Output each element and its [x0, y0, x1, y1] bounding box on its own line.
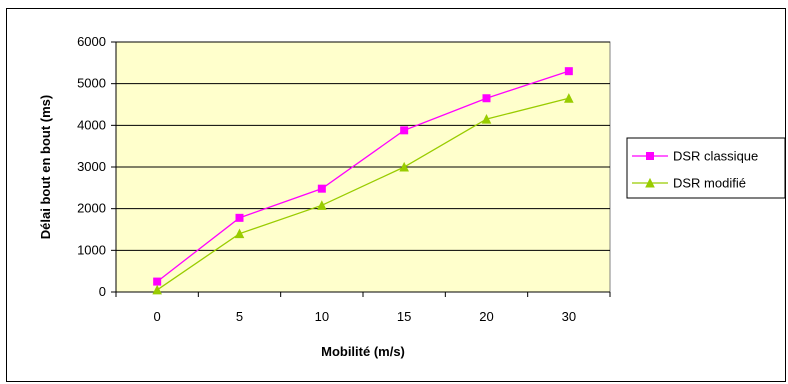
legend-item-1: DSR modifié: [632, 176, 746, 191]
x-tick-label: 20: [479, 309, 493, 324]
legend-label: DSR classique: [673, 149, 758, 164]
data-point: [400, 126, 409, 135]
legend-label: DSR modifié: [673, 176, 746, 191]
x-axis-title: Mobilité (m/s): [321, 344, 405, 359]
x-tick-label: 15: [397, 309, 411, 324]
series-1: [152, 93, 574, 295]
x-tick-label: 0: [154, 309, 161, 324]
series-line: [156, 70, 570, 283]
y-tick-label: 0: [99, 284, 106, 299]
legend-box: [626, 137, 786, 199]
series-layer: [152, 67, 574, 295]
data-point: [152, 284, 162, 295]
x-tick-label: 10: [315, 309, 329, 324]
data-point: [234, 228, 245, 239]
legend-item-0: DSR classique: [632, 149, 758, 164]
x-tick-label: 5: [236, 309, 243, 324]
data-point: [399, 161, 409, 172]
data-point: [153, 277, 162, 286]
series-line: [156, 97, 569, 291]
data-point: [235, 213, 244, 222]
axes: [111, 41, 611, 297]
data-point: [317, 200, 327, 210]
y-tick-label: 1000: [77, 242, 106, 257]
data-point: [564, 93, 574, 103]
legend-marker: [646, 152, 654, 160]
y-tick-label: 2000: [77, 201, 106, 216]
x-tick-labels: 0 5 10 15 20 30: [154, 309, 577, 324]
y-tick-label: 4000: [77, 117, 106, 132]
y-tick-labels: 0 1000 2000 3000 4000 5000 6000: [77, 34, 106, 299]
x-tick-label: 30: [562, 309, 576, 324]
data-point: [482, 94, 491, 103]
y-tick-label: 3000: [77, 159, 106, 174]
series-0: [153, 67, 573, 286]
data-point: [564, 67, 573, 76]
y-axis-title: Délai bout en bout (ms): [38, 95, 53, 239]
legend: DSR classique DSR modifié: [626, 137, 786, 199]
legend-marker: [645, 177, 655, 188]
y-tick-label: 6000: [77, 34, 106, 49]
y-tick-label: 5000: [77, 76, 106, 91]
data-point: [317, 184, 326, 193]
data-point: [481, 113, 492, 124]
